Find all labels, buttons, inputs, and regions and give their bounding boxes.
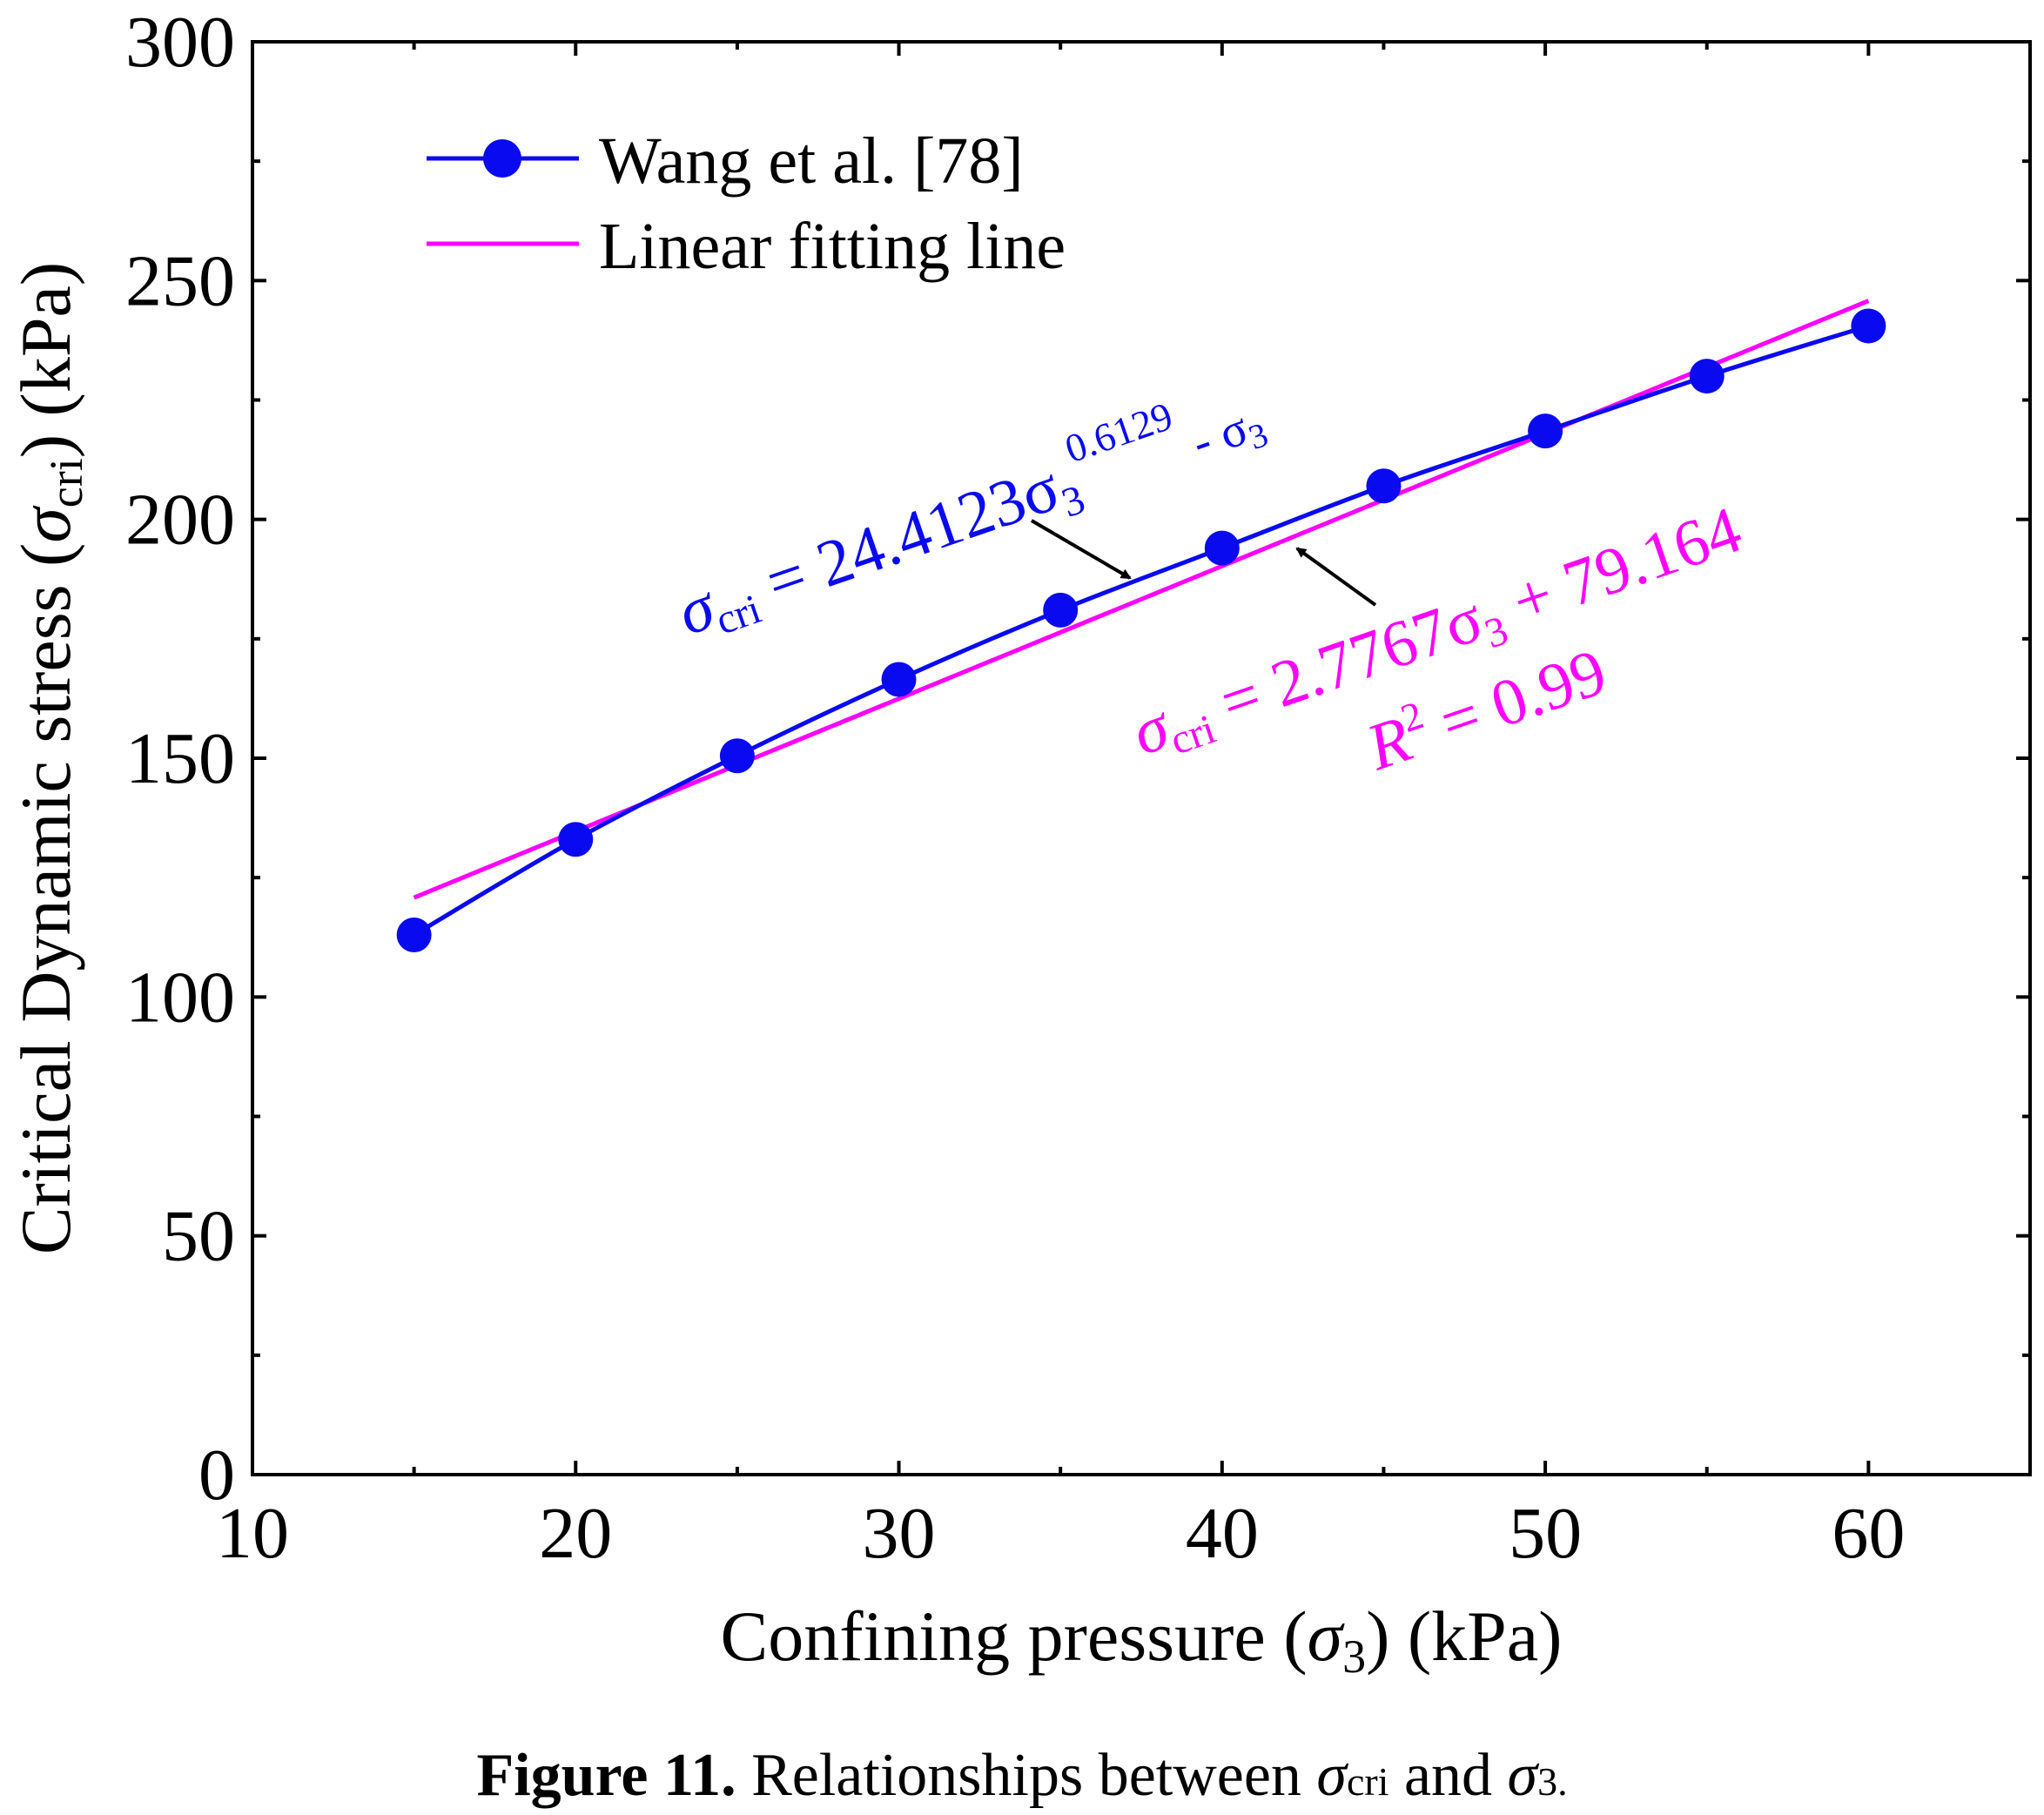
x-tick-label: 50	[1509, 1493, 1582, 1574]
data-point	[1528, 413, 1563, 449]
y-tick-label: 200	[125, 480, 235, 561]
linear-fit-arrow	[1295, 547, 1377, 607]
y-tick-label: 250	[125, 240, 235, 321]
y-axis-title: Critical Dynamic stress (σcri) (kPa)	[6, 262, 92, 1254]
data-point	[1689, 359, 1725, 394]
data-point	[1204, 530, 1240, 566]
legend-label-wang: Wang et al. [78]	[599, 124, 1024, 198]
data-point	[1043, 592, 1079, 628]
data-point	[719, 738, 755, 774]
power-fit-curve	[413, 324, 1870, 938]
y-tick-label: 100	[125, 957, 235, 1038]
x-tick-label: 10	[216, 1493, 289, 1574]
power-fit-annotation: σcri = 24.4123σ30.6129 - σ3	[663, 366, 1274, 655]
plot-area	[251, 40, 2032, 1476]
y-tick-label: 150	[125, 718, 235, 799]
x-tick-label: 20	[539, 1493, 612, 1574]
x-tick-label: 30	[863, 1493, 936, 1574]
y-axis-title-group: Critical Dynamic stress (σcri) (kPa)	[6, 262, 92, 1254]
data-point	[881, 662, 917, 697]
data-points	[396, 308, 1886, 953]
legend-marker-wang	[483, 139, 521, 178]
x-tick-label: 60	[1832, 1493, 1905, 1574]
power-fit-arrow	[1030, 519, 1132, 580]
legend-label-linear: Linear fitting line	[599, 210, 1066, 283]
data-point	[396, 918, 432, 953]
data-point	[558, 822, 594, 857]
tick-labels: 10 20 30 40 50 60 0 50 100 150 200 250 300	[125, 2, 1905, 1574]
power-fit-equation: σcri = 24.4123σ30.6129 - σ3	[663, 366, 1274, 655]
axis-ticks	[251, 40, 2032, 1476]
y-tick-label: 50	[162, 1196, 235, 1277]
y-tick-label: 0	[198, 1435, 235, 1516]
y-tick-label: 300	[125, 2, 235, 83]
legend: Wang et al. [78] Linear fitting line	[427, 124, 1066, 283]
figure-caption: Figure 11. Relationships between σcri an…	[476, 1742, 1567, 1809]
x-axis-title: Confining pressure (σ3) (kPa)	[721, 1597, 1563, 1683]
data-point	[1366, 468, 1402, 504]
data-point	[1851, 308, 1886, 344]
x-tick-label: 40	[1186, 1493, 1259, 1574]
